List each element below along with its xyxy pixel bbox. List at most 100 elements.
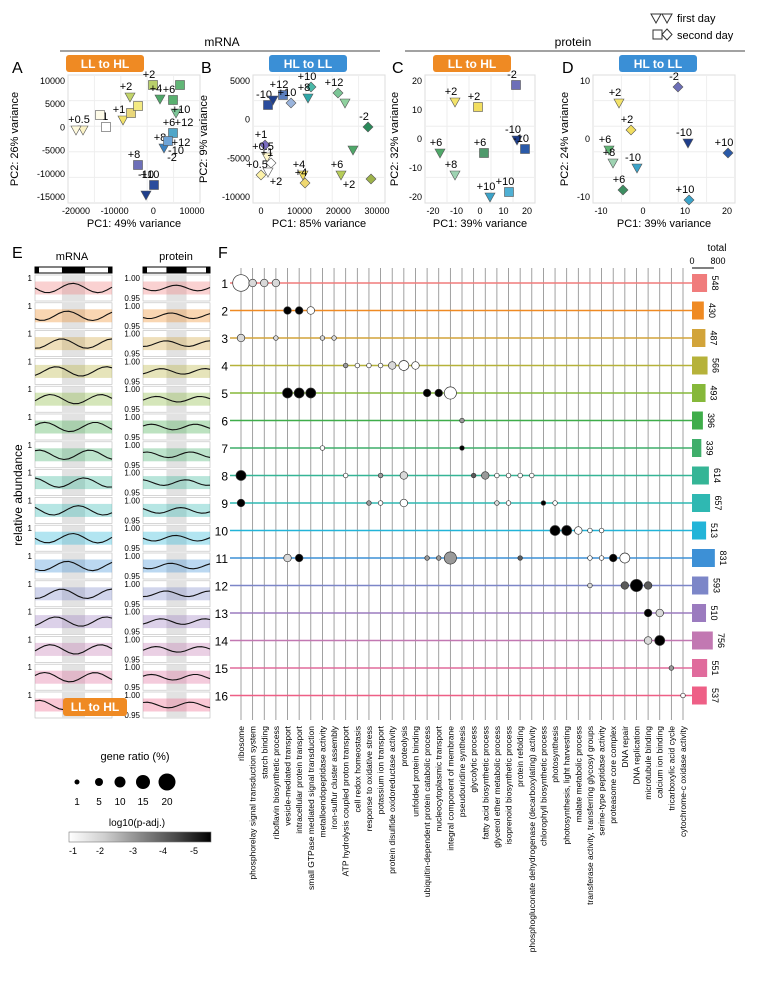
enrichment-dot	[643, 608, 653, 618]
point-label: +10	[298, 71, 317, 83]
cluster-id: 14	[215, 635, 229, 649]
dark-shading	[61, 441, 86, 468]
plot-area	[592, 74, 736, 204]
trace-mrna-8	[34, 469, 113, 496]
go-term-label: intracellular protein transport	[294, 725, 304, 833]
data-point	[305, 81, 317, 93]
e-tick-protein-top: 1.00	[124, 608, 140, 617]
dark-shading	[166, 386, 187, 413]
enrichment-dot	[517, 472, 523, 479]
legend-tag-bg	[63, 698, 127, 716]
trace-protein-1	[142, 274, 211, 302]
cluster-id: 8	[221, 470, 228, 484]
data-point	[339, 98, 351, 109]
e-tick-protein-top: 1.00	[124, 441, 140, 450]
x-tick-label: 0	[640, 206, 645, 216]
go-term-label: transferase activity, transferring glyco…	[585, 726, 595, 905]
trace-band	[35, 392, 112, 406]
cluster-id: 3	[221, 332, 228, 346]
trace-line	[142, 646, 211, 653]
point-label: +6	[163, 117, 176, 129]
enrichment-dot	[436, 555, 442, 561]
enrichment-dot	[319, 335, 326, 341]
enrichment-dot	[331, 335, 337, 341]
cluster-total-value: 548	[710, 275, 720, 290]
data-point	[297, 170, 309, 181]
point-label: +6	[331, 159, 344, 171]
trace-protein-15	[142, 663, 211, 691]
cluster-total-value: 566	[711, 358, 721, 373]
y-axis-label: PC2: 24% variance	[559, 92, 571, 186]
e-tick-protein-top: 1.00	[124, 413, 140, 422]
go-term-label: unfolded protein binding	[410, 726, 420, 817]
e-tick-protein-top: 1.00	[124, 524, 140, 533]
dark-shading	[61, 386, 86, 413]
trace-line	[34, 477, 113, 488]
go-term-label: cell redox homeostasis	[352, 726, 362, 812]
y-tick-label: -5000	[227, 153, 250, 163]
go-term-label: chlorophyll biosynthetic process	[538, 726, 548, 846]
enrichment-dot	[343, 472, 349, 479]
go-term-label: DNA repair	[620, 726, 630, 768]
go-term-label: integral component of membrane	[445, 726, 455, 851]
dark-period	[108, 267, 112, 273]
trace-line	[142, 368, 211, 375]
enrichment-dot	[529, 472, 535, 479]
trace-protein-16	[142, 691, 211, 719]
go-term-label: phosphorelay signal transduction system	[248, 726, 258, 880]
e-tick-protein-bottom: 0.95	[124, 461, 140, 470]
dark-shading	[166, 608, 187, 635]
pca-panel-c: C LL to HL -20 -10 0 10 20 20 10 0 -10 -20 PC1: 39% …	[389, 55, 536, 230]
y-tick-label: 10	[580, 76, 590, 86]
e-tick-mrna-top: 1	[28, 663, 33, 672]
trace-line	[142, 395, 211, 403]
enrichment-dot	[283, 553, 292, 563]
trace-protein-4	[142, 358, 211, 385]
y-tick-label: -15000	[37, 192, 65, 202]
trace-line	[34, 449, 113, 461]
data-point	[101, 122, 111, 132]
trace-band	[143, 559, 210, 573]
enrichment-dot	[434, 388, 443, 398]
data-point	[299, 177, 311, 189]
data-point	[170, 108, 182, 119]
data-point	[473, 102, 483, 112]
x-axis-label: PC1: 49% variance	[87, 218, 181, 230]
e-tick-mrna-top: 1	[28, 608, 33, 617]
trace-protein-8	[142, 469, 211, 496]
point-label: -10	[168, 145, 184, 157]
point-label: +6	[474, 137, 487, 149]
y-tick-label: -5000	[42, 146, 65, 156]
point-label: +8	[128, 149, 141, 161]
trace-protein-3	[142, 330, 211, 357]
cluster-total-value: 339	[704, 440, 714, 455]
size-legend-dot	[136, 775, 150, 789]
dark-shading	[166, 497, 187, 524]
cluster-total-value: 513	[709, 523, 719, 538]
data-point	[449, 97, 461, 108]
enrichment-dot	[540, 500, 547, 506]
e-tick-protein-bottom: 0.95	[124, 711, 140, 720]
dark-shading	[166, 414, 187, 440]
data-point	[484, 192, 496, 203]
data-point	[255, 169, 267, 181]
enrichment-dot	[399, 471, 408, 480]
pca-panels: A LL to HL-20000 -10000 0 100001000050000-50…	[9, 55, 736, 230]
data-point	[259, 139, 271, 151]
trace-line	[142, 701, 211, 709]
go-term-label: starch binding	[259, 726, 269, 779]
e-tick-protein-top: 1.00	[124, 385, 140, 394]
go-term-label: small GTPase mediated signal transductio…	[306, 726, 316, 890]
point-label: +0.5	[252, 141, 274, 153]
trace-line	[142, 340, 211, 347]
data-point	[335, 170, 347, 181]
point-label: +6	[613, 174, 626, 186]
point-label: -2	[507, 69, 517, 81]
e-tick-protein-bottom: 0.95	[124, 433, 140, 442]
trace-band	[35, 642, 112, 656]
e-tick-protein-bottom: 0.95	[124, 572, 140, 581]
x-axis-label: PC1: 85% variance	[272, 218, 366, 230]
cluster-total-value: 657	[713, 495, 723, 510]
